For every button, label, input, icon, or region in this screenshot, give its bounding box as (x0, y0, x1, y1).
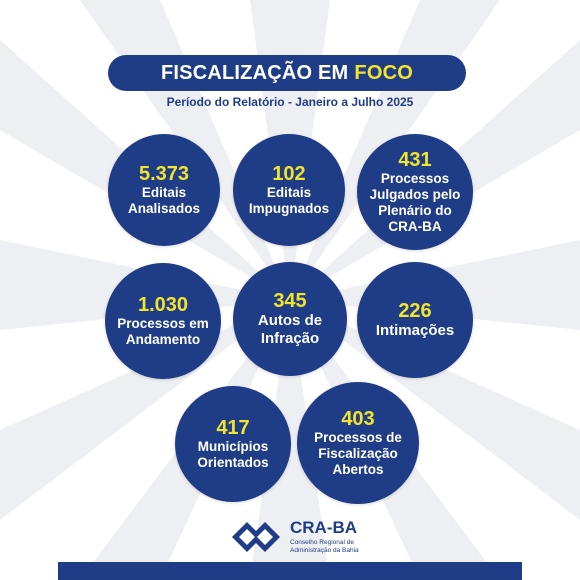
stat-value: 417 (216, 417, 250, 439)
stat-label: Processos Julgados pelo Plenário do CRA-… (369, 171, 461, 234)
stat-label: Processos em Andamento (117, 316, 209, 347)
stat-value: 345 (273, 290, 307, 312)
logo-name: CRA-BA (290, 518, 358, 537)
stat-label: Editais Analisados (127, 185, 201, 216)
stat-editais-impugnados: 102 Editais Impugnados (233, 134, 345, 246)
stat-label: Intimações (375, 322, 455, 339)
stat-municipios-orientados: 417 Municípios Orientados (175, 386, 291, 502)
logo-subtitle: Conselho Regional de Administração da Ba… (290, 539, 359, 554)
stat-label: Editais Impugnados (248, 185, 330, 216)
report-period: Período do Relatório - Janeiro a Julho 2… (166, 95, 414, 109)
stat-label: Municípios Orientados (197, 439, 269, 470)
bottom-bar (58, 562, 522, 580)
stat-processos-fiscalizacao: 403 Processos de Fiscalização Abertos (297, 382, 419, 504)
title-banner: FISCALIZAÇÃO EM FOCO (108, 55, 466, 91)
stat-label: Processos de Fiscalização Abertos (314, 430, 402, 477)
stat-value: 431 (398, 149, 432, 171)
title-main: FISCALIZAÇÃO EM (160, 61, 349, 84)
title-accent: FOCO (354, 61, 413, 84)
stat-label: Autos de Infração (257, 312, 323, 347)
stat-value: 1.030 (137, 294, 189, 316)
stat-autos-infracao: 345 Autos de Infração (233, 262, 347, 376)
cra-ba-logo-icon (232, 522, 280, 552)
stat-processos-julgados: 431 Processos Julgados pelo Plenário do … (357, 134, 473, 250)
stat-value: 226 (398, 300, 432, 322)
stat-intimacoes: 226 Intimações (357, 262, 473, 378)
stat-processos-andamento: 1.030 Processos em Andamento (105, 263, 221, 379)
stat-value: 102 (272, 163, 306, 185)
cra-ba-logo: CRA-BA Conselho Regional de Administraçã… (230, 519, 359, 555)
stat-editais-analisados: 5.373 Editais Analisados (108, 134, 220, 246)
stat-value: 403 (341, 408, 375, 430)
stat-value: 5.373 (138, 163, 190, 185)
